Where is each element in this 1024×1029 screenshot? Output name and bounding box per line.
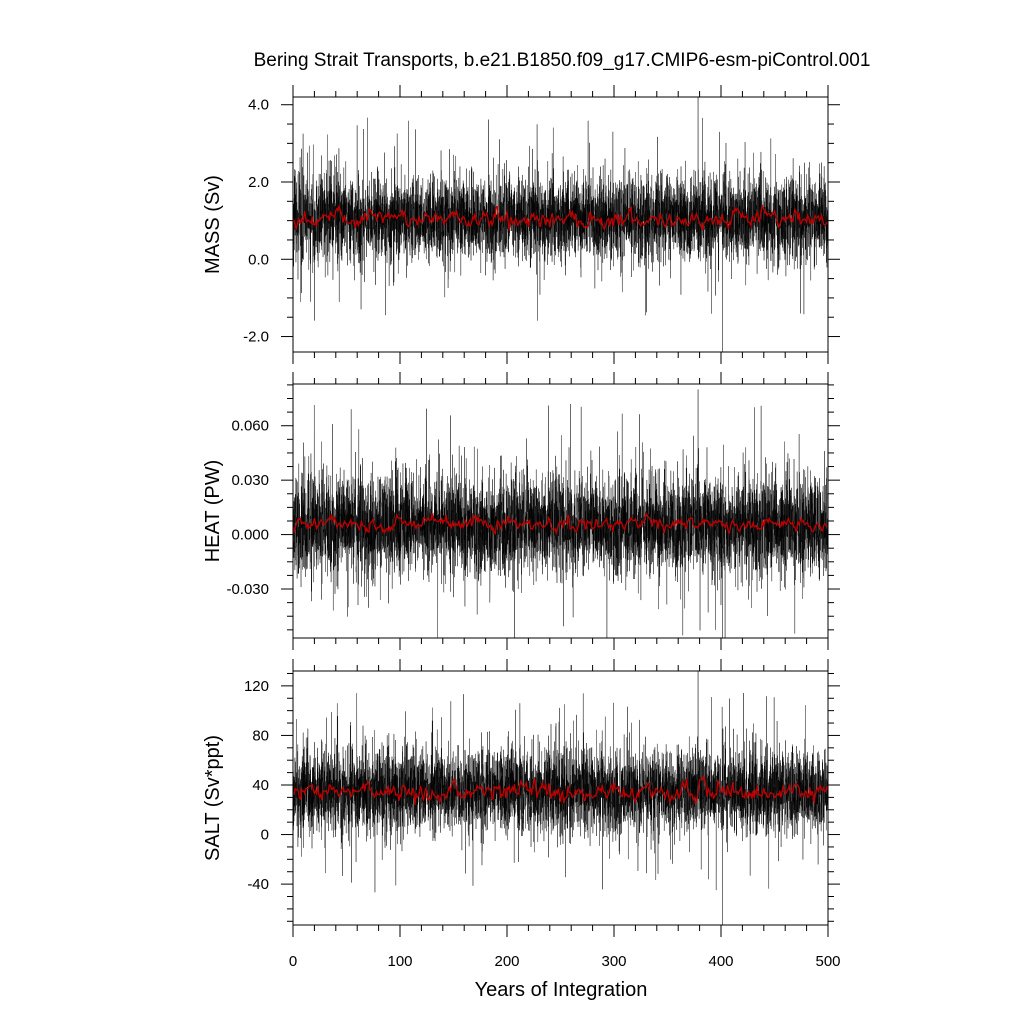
y-tick-label-heat: 0.030 — [231, 472, 269, 489]
series-line-mass-smoothed — [293, 204, 828, 232]
x-tick-label: 300 — [601, 953, 626, 970]
y-tick-label-salt: 80 — [252, 727, 269, 744]
y-axis-title-mass: MASS (Sv) — [202, 175, 224, 274]
y-tick-label-salt: 120 — [244, 678, 269, 695]
y-tick-label-heat: 0.000 — [231, 527, 269, 544]
series-line-salt-smoothed — [293, 775, 828, 805]
x-tick-label: 100 — [387, 953, 412, 970]
chart-title: Bering Strait Transports, b.e21.B1850.f0… — [254, 50, 871, 71]
y-axis-title-salt: SALT (Sv*ppt) — [202, 735, 224, 861]
y-tick-label-mass: 2.0 — [248, 174, 269, 191]
plot-frame-mass — [292, 96, 829, 353]
y-tick-label-mass: -2.0 — [243, 329, 269, 346]
y-tick-label-heat: -0.030 — [226, 581, 269, 598]
plot-frame-heat — [292, 383, 829, 639]
y-tick-label-salt: 40 — [252, 777, 269, 794]
x-tick-label: 0 — [289, 953, 297, 970]
y-tick-label-mass: 0.0 — [248, 251, 269, 268]
y-axis-title-heat: HEAT (PW) — [202, 460, 224, 563]
y-tick-label-salt: 0 — [261, 827, 269, 844]
panel-heat: -0.030 0.000 0.030 0.060 HEAT (PW) — [202, 372, 840, 650]
y-tick-label-heat: 0.060 — [231, 418, 269, 435]
y-tick-label-mass: 4.0 — [248, 97, 269, 114]
panel-mass: -2.0 0.0 2.0 4.0 MASS (Sv) — [202, 85, 840, 364]
series-line-mass-monthly — [293, 97, 828, 352]
series-line-heat-smoothed — [293, 511, 828, 536]
x-axis-title: Years of Integration — [475, 979, 648, 1001]
x-tick-label: 500 — [815, 953, 840, 970]
panel-salt: -40 0 40 80 120 SALT (Sv*ppt) 0 100 200 300 400 500 — [202, 659, 841, 970]
x-tick-label: 200 — [494, 953, 519, 970]
plot-frame-salt — [292, 670, 829, 926]
x-tick-label: 400 — [708, 953, 733, 970]
y-tick-label-salt: -40 — [247, 876, 269, 893]
